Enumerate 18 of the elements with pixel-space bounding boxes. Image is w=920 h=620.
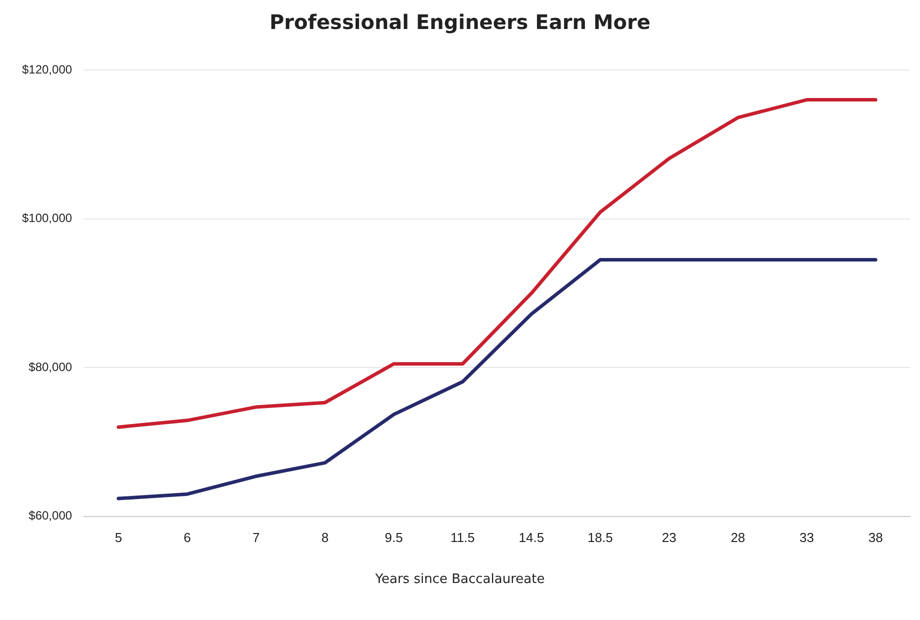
x-axis-title: Years since Baccalaureate bbox=[374, 572, 546, 587]
x-tick-label: 6 bbox=[184, 530, 191, 545]
y-tick-label: $120,000 bbox=[22, 62, 72, 76]
y-tick-label: $80,000 bbox=[28, 360, 72, 374]
y-tick-label: $60,000 bbox=[28, 508, 72, 523]
x-tick-label: 38 bbox=[868, 530, 883, 545]
x-tick-label: 11.5 bbox=[450, 530, 475, 545]
x-tick-label: 33 bbox=[800, 530, 814, 545]
x-tick-label: 28 bbox=[730, 530, 746, 545]
y-tick-label: $100,000 bbox=[22, 211, 72, 226]
x-tick-label: 18.5 bbox=[588, 530, 613, 545]
x-tick-label: 7 bbox=[252, 530, 260, 545]
x-tick-label: 23 bbox=[662, 530, 676, 545]
chart-title: Professional Engineers Earn More bbox=[268, 10, 652, 36]
x-tick-label: 9.5 bbox=[384, 530, 403, 545]
x-tick-label: 14.5 bbox=[518, 530, 544, 545]
x-tick-label: 8 bbox=[321, 530, 329, 545]
x-tick-label: 5 bbox=[114, 530, 122, 545]
